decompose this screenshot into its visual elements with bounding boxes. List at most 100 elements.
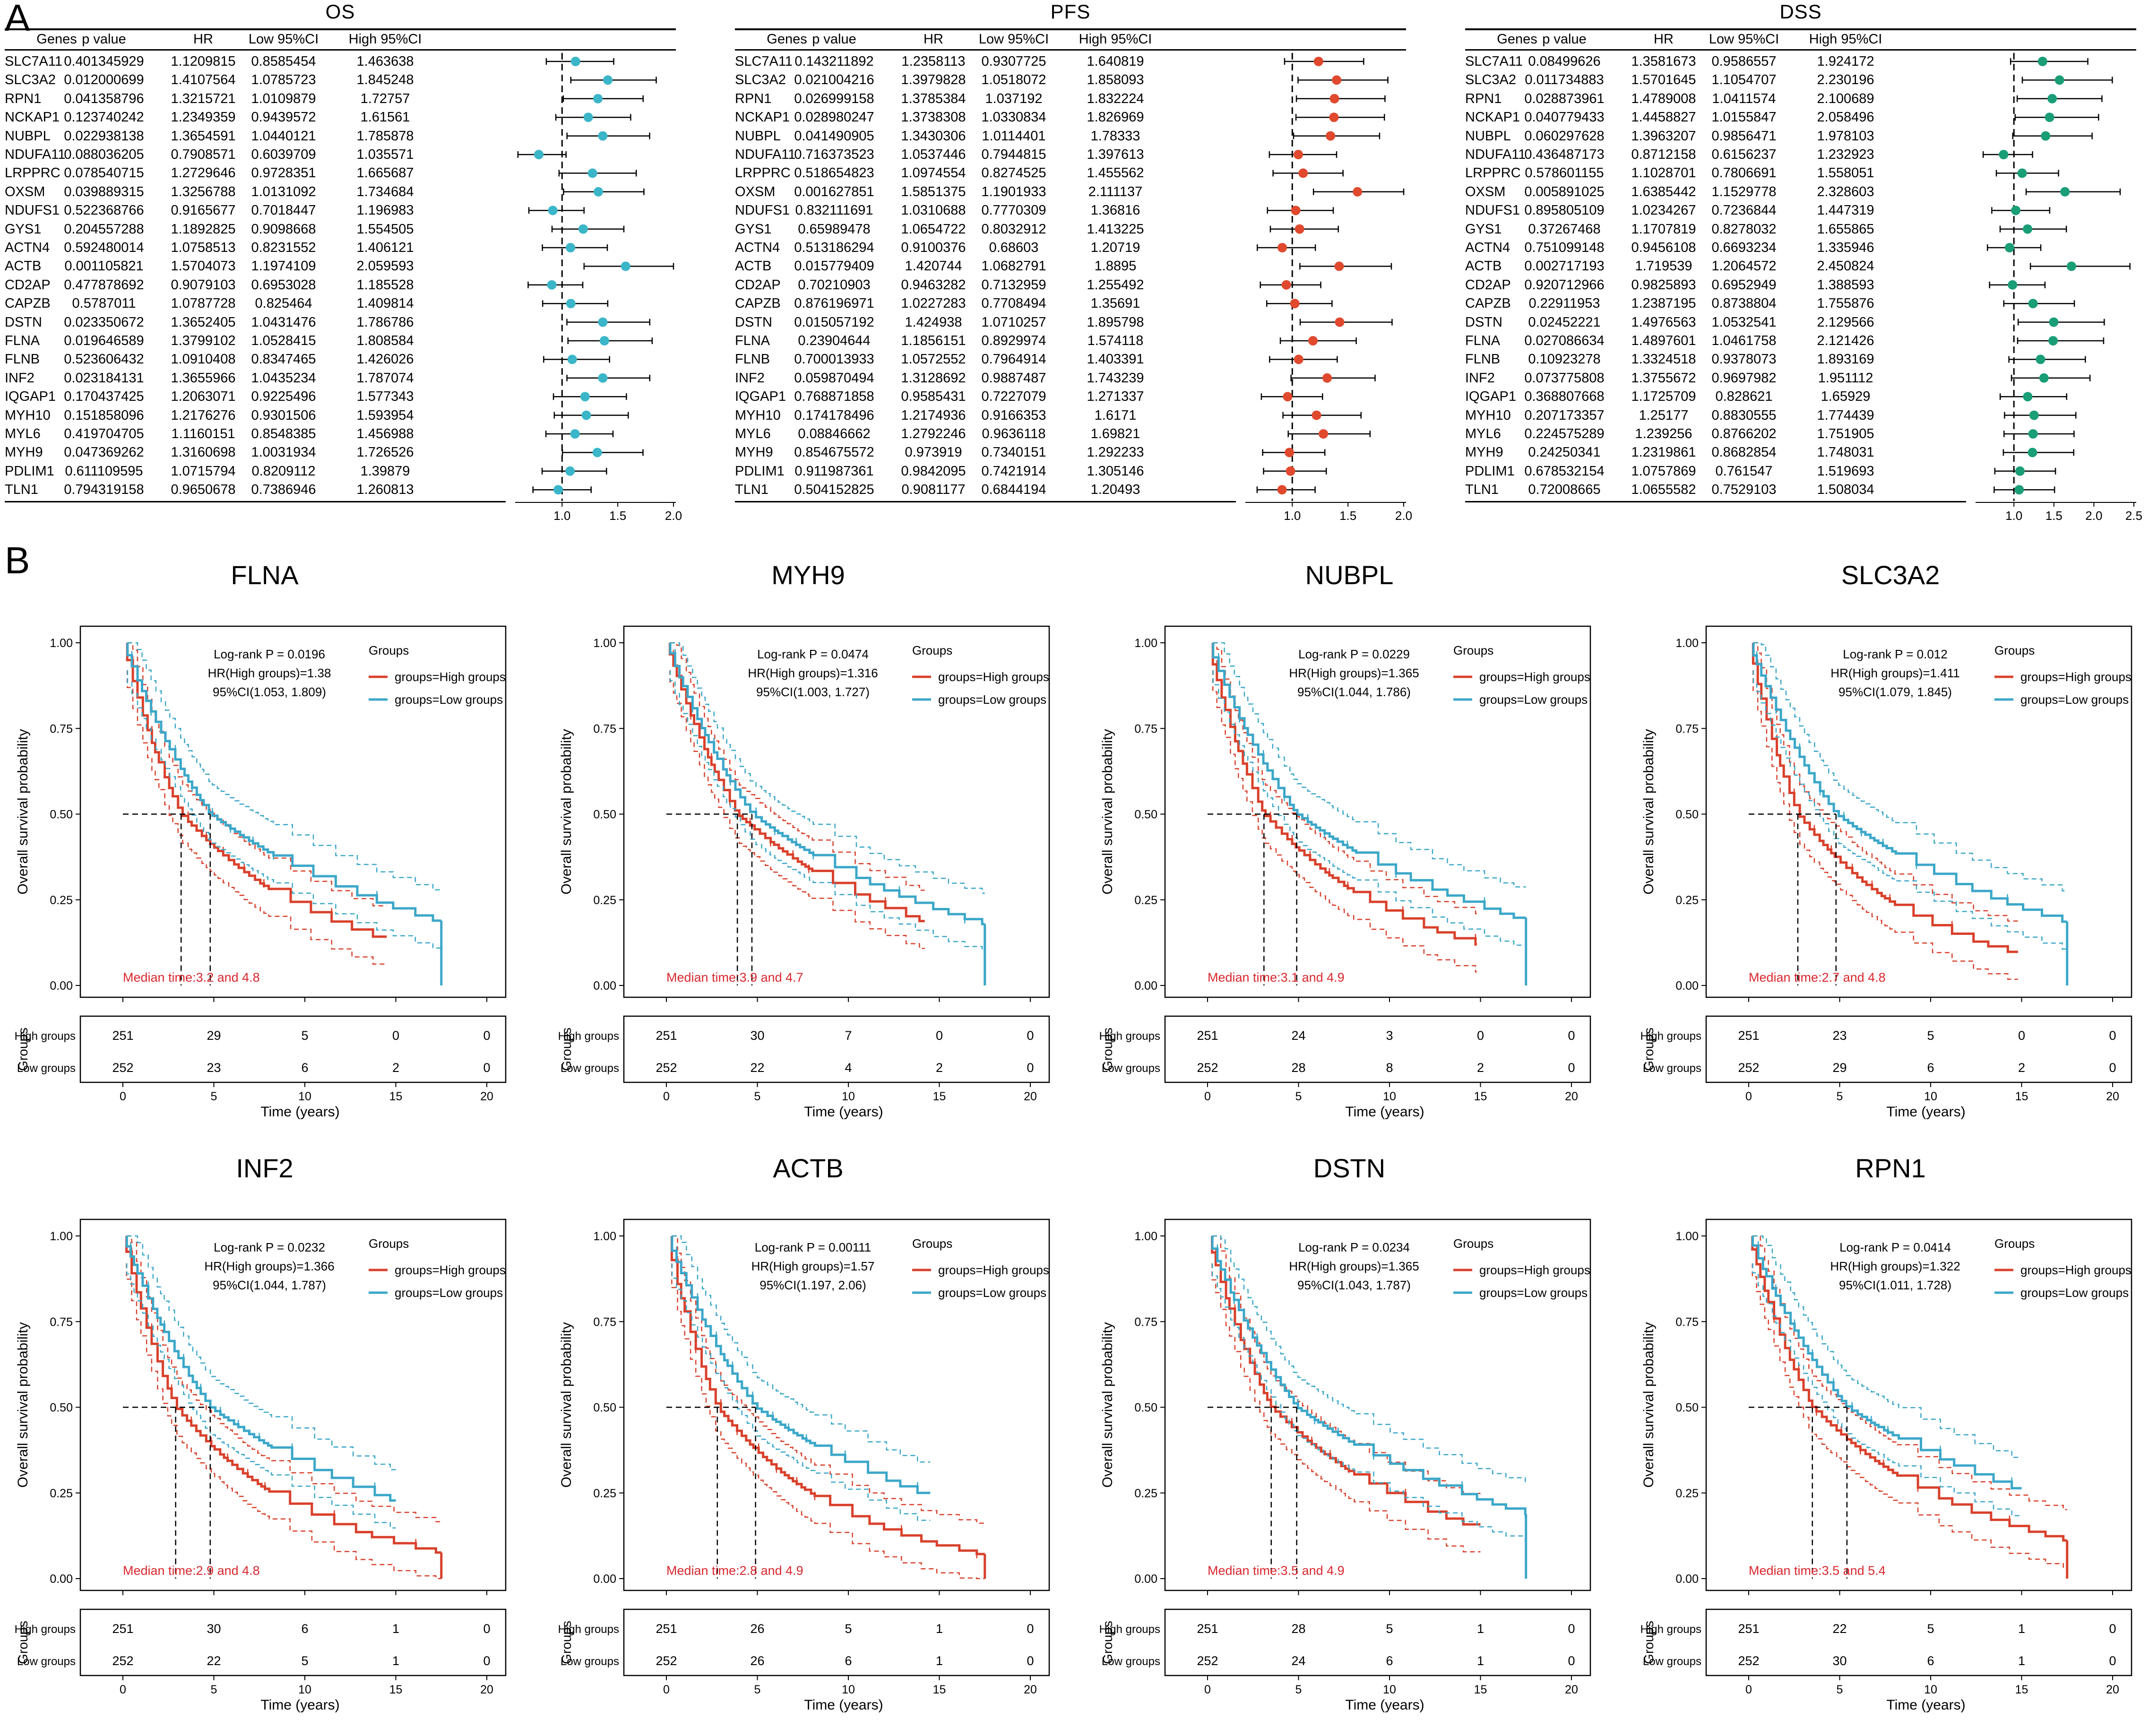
gene-name: FLNB: [735, 352, 770, 367]
median-time-text: Median time:3.5 and 4.9: [1208, 1563, 1345, 1578]
gene-name: RPN1: [735, 91, 772, 106]
risk-count-high: 23: [1832, 1028, 1847, 1043]
gene-name: SLC7A11: [735, 54, 793, 69]
table-value: 1.3654591: [171, 128, 236, 144]
risk-count-low: 30: [1832, 1654, 1847, 1668]
y-axis-label: Overall survival probability: [15, 1322, 31, 1487]
table-value: 0.419704705: [64, 426, 144, 441]
y-tick-label: 0.50: [1675, 1401, 1699, 1415]
y-tick-label: 1.00: [1675, 1230, 1699, 1243]
table-value: 0.768871858: [794, 389, 874, 405]
table-value: 1.0114401: [982, 128, 1046, 144]
hr-point: [603, 75, 613, 85]
table-value: 1.260813: [356, 482, 414, 498]
table-value: 0.8548385: [251, 426, 316, 441]
km-title: NUBPL: [1305, 560, 1394, 590]
hr-point: [594, 187, 604, 197]
risk-count-high: 0: [2018, 1028, 2025, 1043]
hr-point: [1298, 168, 1308, 178]
table-value: 1.0155847: [1711, 110, 1777, 125]
risk-count-high: 28: [1291, 1622, 1305, 1636]
table-value: 0.592480014: [64, 240, 144, 255]
risk-x-tick-label: 10: [842, 1090, 855, 1103]
risk-count-high: 6: [301, 1622, 308, 1636]
ci-upper-low: [1212, 1235, 1526, 1484]
risk-x-tick-label: 0: [663, 1683, 670, 1696]
y-tick-label: 1.00: [50, 637, 73, 650]
table-value: 0.7944815: [981, 147, 1046, 162]
table-value: 0.8766202: [1711, 426, 1777, 441]
median-time-text: Median time:2.7 and 4.8: [1749, 970, 1886, 985]
y-tick-label: 1.00: [1134, 1230, 1157, 1243]
risk-axis-label: Groups: [1100, 1028, 1115, 1071]
column-header: Genes: [36, 32, 77, 47]
panel-label-b: B: [5, 539, 30, 581]
gene-name: INF2: [5, 370, 35, 386]
table-value: 1.519693: [1817, 463, 1874, 479]
table-value: 1.0431476: [251, 314, 316, 330]
gene-name: OXSM: [1465, 184, 1506, 199]
column-header: p value: [1542, 32, 1587, 47]
risk-count-low: 252: [1738, 1654, 1759, 1668]
y-tick-label: 0.00: [50, 1572, 73, 1586]
gene-name: NCKAP1: [1465, 110, 1520, 125]
table-value: 1.0031934: [251, 445, 316, 460]
risk-x-tick-label: 15: [1474, 1683, 1487, 1696]
gene-name: ACTB: [5, 259, 42, 274]
risk-count-high: 0: [392, 1028, 399, 1043]
table-value: 0.895805109: [1524, 203, 1605, 218]
risk-row-low-label: Low groups: [1102, 1062, 1160, 1075]
hr-point: [1999, 150, 2009, 159]
table-value: 0.7964914: [981, 352, 1046, 367]
hr-point: [1295, 224, 1304, 234]
hr-text: HR(High groups)=1.365: [1289, 1259, 1419, 1273]
risk-table-frame: [1164, 1015, 1591, 1083]
ci-text: 95%CI(1.053, 1.809): [213, 685, 326, 699]
risk-table-frame: [1705, 1608, 2132, 1676]
y-axis-label: Overall survival probability: [559, 729, 574, 894]
table-value: 0.002717193: [1524, 259, 1605, 274]
risk-count-low: 0: [2109, 1061, 2116, 1075]
y-tick-label: 0.50: [50, 808, 73, 821]
km-plot-inf2: INF2 1.00 0.75 0.50 0.25 0.00 Overall survival…: [5, 1153, 525, 1713]
risk-count-low: 252: [1738, 1061, 1759, 1075]
table-value: 1.0411574: [1712, 91, 1776, 106]
table-value: 1.0532541: [1711, 314, 1777, 330]
y-tick-label: 0.00: [1675, 1572, 1699, 1586]
table-value: 0.37267468: [1528, 221, 1601, 237]
gene-name: ACTB: [735, 259, 772, 274]
hr-point: [2036, 354, 2045, 364]
hr-point: [2015, 466, 2025, 476]
table-value: 2.100689: [1817, 91, 1874, 106]
table-value: 1.2063071: [171, 389, 236, 405]
x-tick-label: 2.0: [1395, 509, 1412, 523]
table-value: 0.026999158: [794, 91, 874, 106]
legend-high-label: groups=High groups: [2020, 1263, 2132, 1277]
table-value: 1.388593: [1817, 277, 1874, 293]
risk-x-tick-label: 5: [211, 1683, 217, 1696]
table-value: 1.5851375: [901, 184, 966, 199]
ci-lower-high: [126, 1263, 441, 1580]
table-value: 1.0461758: [1711, 333, 1777, 348]
risk-count-high: 5: [301, 1028, 308, 1043]
risk-count-high: 3: [1386, 1028, 1393, 1043]
table-value: 0.611109595: [65, 463, 143, 479]
survival-curve-low: [1211, 1236, 1527, 1516]
risk-table-frame: [1705, 1015, 2132, 1083]
table-value: 0.68603: [989, 240, 1039, 255]
risk-count-low: 0: [2109, 1654, 2116, 1668]
table-value: 1.3799102: [171, 333, 236, 348]
risk-row-low-label: Low groups: [561, 1062, 619, 1075]
table-value: 1.0910408: [171, 352, 236, 367]
gene-name: CAPZB: [735, 296, 781, 311]
table-value: 0.828621: [1715, 389, 1773, 405]
risk-row-high-label: High groups: [558, 1623, 619, 1636]
column-header: HR: [193, 32, 213, 47]
survival-curve-low: [126, 643, 441, 922]
table-value: 1.0572552: [901, 352, 966, 367]
table-value: 0.832111691: [795, 203, 873, 218]
y-tick-label: 0.75: [50, 722, 73, 735]
table-value: 1.5704073: [171, 259, 236, 274]
table-value: 0.9165677: [171, 203, 236, 218]
table-value: 1.61561: [360, 110, 410, 125]
